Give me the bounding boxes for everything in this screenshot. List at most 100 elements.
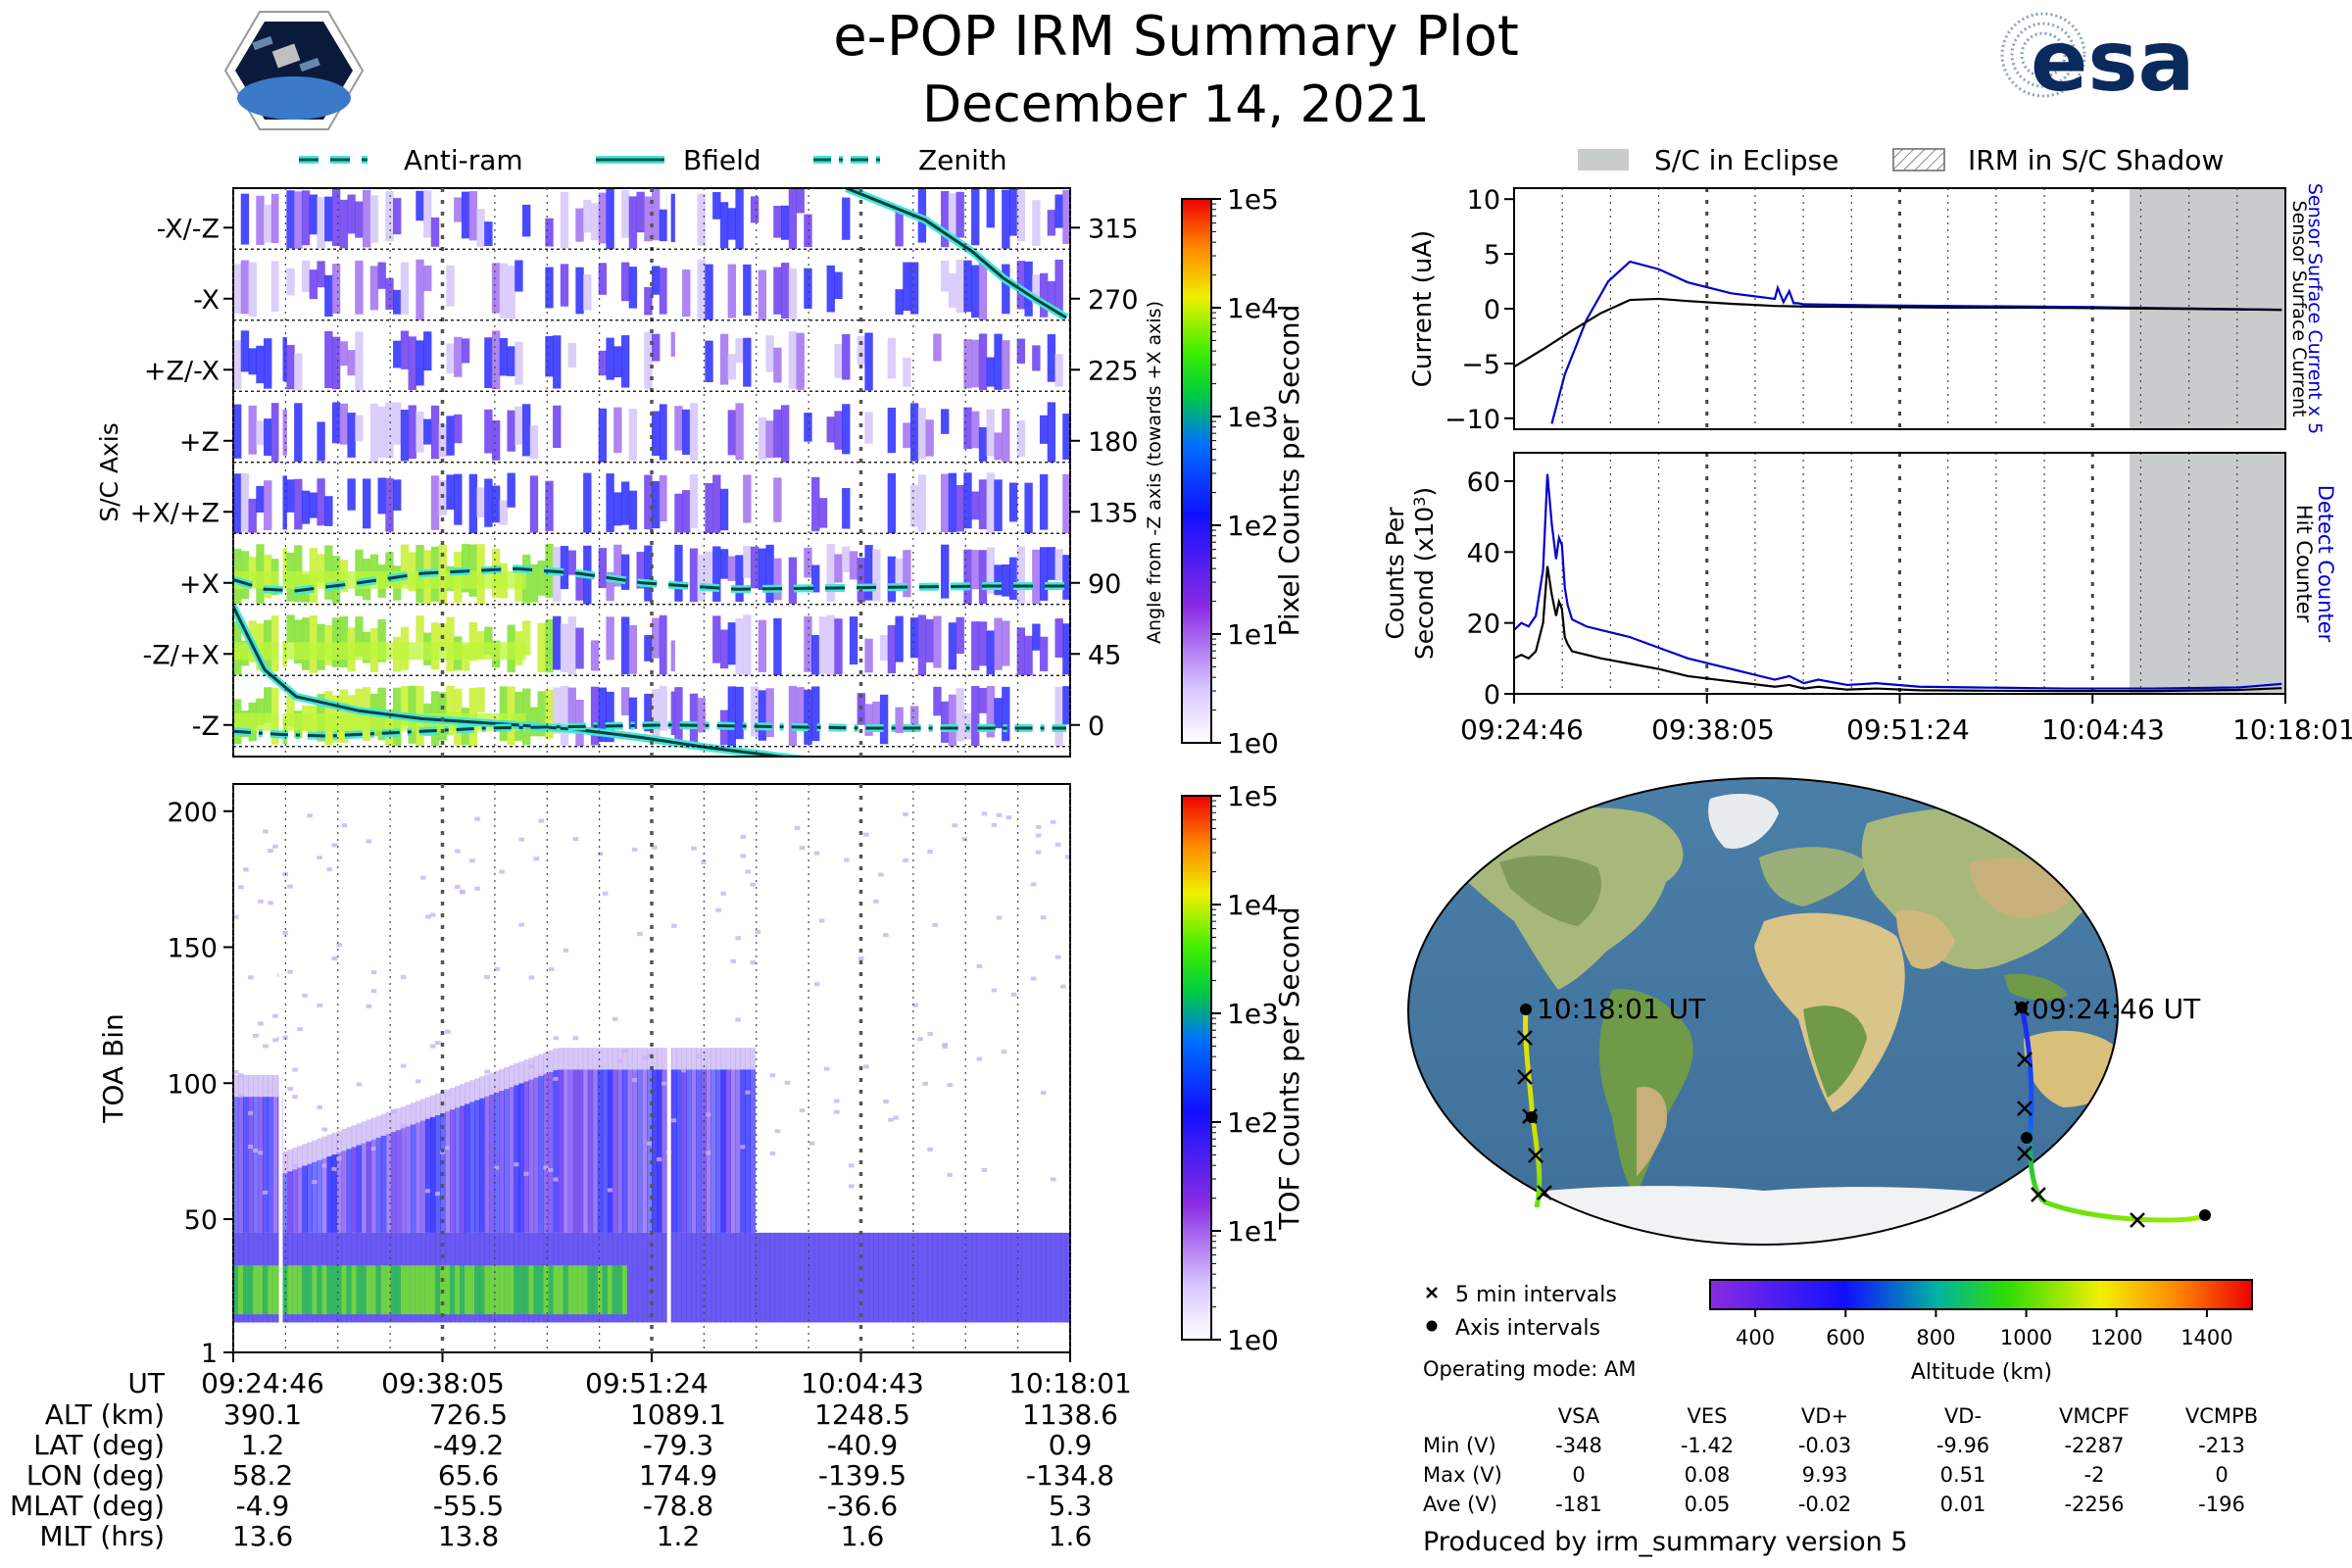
toa-tick-label: 50 bbox=[184, 1205, 218, 1236]
page-date: December 14, 2021 bbox=[922, 75, 1430, 134]
ut-tick-label: 09:38:05 bbox=[381, 1367, 505, 1399]
voltage-value: -181 bbox=[1555, 1493, 1602, 1516]
altitude-label: Altitude (km) bbox=[1911, 1360, 2052, 1385]
pixel-y-label: S/C Axis bbox=[95, 422, 123, 522]
ephemeris-value: 13.6 bbox=[232, 1520, 293, 1552]
pixel-axis-tick-label: -X bbox=[193, 285, 220, 316]
counts-y-label-line2: Second (x103) bbox=[1410, 487, 1439, 660]
voltage-value: 0.08 bbox=[1685, 1463, 1731, 1487]
colorbar-tick-label: 1e4 bbox=[1227, 889, 1279, 921]
orbit-track: 09:24:46 UT 10:18:01 UT bbox=[1517, 993, 2211, 1228]
mission-logo: CASSIOPE bbox=[223, 11, 365, 130]
pixel-spectrogram-image bbox=[233, 188, 1070, 757]
pixel-line-anti-ram bbox=[233, 566, 1066, 593]
ephemeris-value: 1.2 bbox=[241, 1429, 285, 1461]
ephemeris-row-label: MLT (hrs) bbox=[39, 1520, 165, 1552]
voltage-column-header: VD- bbox=[1944, 1404, 1982, 1428]
counts-x-tick-label: 09:51:24 bbox=[1846, 713, 1970, 746]
pixel-angle-tick-label: 0 bbox=[1088, 711, 1104, 742]
altitude-tick-label: 1200 bbox=[2090, 1326, 2142, 1349]
operating-mode: Operating mode: AM bbox=[1423, 1357, 1636, 1381]
voltage-column-header: VES bbox=[1688, 1404, 1728, 1428]
pixel-axis-tick-label: -X/-Z bbox=[157, 214, 220, 244]
voltage-row-label: Max (V) bbox=[1423, 1463, 1502, 1487]
voltage-value: 9.93 bbox=[1802, 1463, 1848, 1487]
voltage-column-header: VSA bbox=[1558, 1404, 1600, 1428]
legend-5min: 5 min intervals bbox=[1455, 1283, 1617, 1307]
ephemeris-value: 58.2 bbox=[232, 1459, 293, 1492]
voltage-value: -0.02 bbox=[1798, 1493, 1851, 1516]
pixel-colorbar-label: Pixel Counts per Second bbox=[1273, 305, 1305, 637]
ut-tick-label: 10:18:01 bbox=[1008, 1367, 1132, 1399]
pixel-axis-tick-label: +X/+Z bbox=[130, 498, 220, 528]
line-legend: Anti-ram Bfield Zenith bbox=[299, 144, 1007, 176]
legend-axis: Axis intervals bbox=[1455, 1316, 1600, 1341]
current-tick-label: −5 bbox=[1461, 350, 1500, 380]
voltage-column-header: VMCPF bbox=[2059, 1404, 2130, 1428]
counts-line bbox=[1514, 473, 2282, 690]
ut-tick-label: 09:24:46 bbox=[201, 1367, 324, 1399]
voltage-value: 0.51 bbox=[1940, 1463, 1986, 1487]
voltage-value: -1.42 bbox=[1681, 1434, 1734, 1457]
toa-tick-label: 150 bbox=[167, 934, 218, 964]
current-right-label-blue: Sensor Surface Current x 5 bbox=[2304, 183, 2326, 434]
toa-tick-label: 100 bbox=[167, 1069, 218, 1100]
voltage-value: -196 bbox=[2198, 1493, 2245, 1516]
pixel-angle-tick-label: 180 bbox=[1088, 427, 1139, 458]
map-end-label: 10:18:01 UT bbox=[1537, 993, 1706, 1025]
esa-logo: esa bbox=[2000, 12, 2195, 111]
current-right-label-black: Sensor Surface Current bbox=[2288, 201, 2310, 417]
voltage-value: -2287 bbox=[2064, 1434, 2124, 1457]
colorbar-tick-label: 1e3 bbox=[1227, 401, 1279, 433]
current-line bbox=[1550, 260, 2282, 424]
page-title: e-POP IRM Summary Plot bbox=[833, 5, 1519, 69]
colorbar-tick-label: 1e5 bbox=[1227, 780, 1279, 812]
voltage-table: VSA VES VD+ VD- VMCPF VCMPB Min (V) -348 -1.42 -0… bbox=[1423, 1404, 2258, 1516]
voltage-column-header: VCMPB bbox=[2185, 1404, 2258, 1428]
ephemeris-value: 1.2 bbox=[657, 1520, 701, 1552]
colorbar-tick-label: 1e1 bbox=[1227, 1215, 1279, 1248]
ephemeris-value: 174.9 bbox=[639, 1459, 717, 1492]
ephemeris-value: -55.5 bbox=[433, 1490, 504, 1522]
voltage-column-header: VD+ bbox=[1801, 1404, 1848, 1428]
voltage-value: 0.05 bbox=[1685, 1493, 1731, 1516]
ephemeris-row-label: LAT (deg) bbox=[33, 1429, 165, 1461]
altitude-tick-label: 400 bbox=[1736, 1326, 1775, 1349]
pixel-angle-tick-label: 225 bbox=[1088, 356, 1139, 386]
colorbar-tick-label: 1e0 bbox=[1227, 727, 1279, 760]
voltage-value: -348 bbox=[1555, 1434, 1602, 1457]
toa-tick-label: 1 bbox=[201, 1339, 218, 1369]
current-tick-label: −10 bbox=[1445, 405, 1500, 435]
ut-tick-label: 10:04:43 bbox=[801, 1367, 924, 1399]
colorbar-tick-label: 1e0 bbox=[1227, 1324, 1279, 1356]
ephemeris-value: -78.8 bbox=[643, 1490, 713, 1522]
ephemeris-value: -139.5 bbox=[818, 1459, 906, 1492]
ephemeris-value: -36.6 bbox=[827, 1490, 898, 1522]
colorbar-tick-label: 1e5 bbox=[1227, 183, 1279, 216]
ephemeris-row-label: ALT (km) bbox=[45, 1398, 165, 1431]
counts-tick-label: 0 bbox=[1484, 680, 1500, 710]
ephemeris-value: -40.9 bbox=[827, 1429, 898, 1461]
map-start-label: 09:24:46 UT bbox=[2032, 993, 2201, 1025]
mission-logo-text: CASSIOPE bbox=[277, 120, 312, 127]
altitude-tick-label: 600 bbox=[1826, 1326, 1865, 1349]
pixel-angle-tick-label: 135 bbox=[1088, 498, 1139, 528]
counts-y-label-line1: Counts Per bbox=[1381, 507, 1409, 640]
pixel-axis-tick-label: +Z/-X bbox=[144, 356, 220, 386]
counts-x-tick-label: 09:38:05 bbox=[1651, 713, 1775, 746]
altitude-tick-label: 800 bbox=[1916, 1326, 1955, 1349]
legend-eclipse: S/C in Eclipse bbox=[1654, 144, 1838, 176]
ephemeris-value: 1089.1 bbox=[630, 1398, 726, 1431]
current-panel: 10 5 0 −5 −10 Current (uA) Sensor Surface Cu… bbox=[1408, 183, 2326, 435]
ephemeris-value: -49.2 bbox=[433, 1429, 504, 1461]
pixel-line-zenith bbox=[233, 723, 1066, 738]
toa-colorbar: 1e5 1e4 1e3 1e2 1e1 1e0 TOF Counts per Second bbox=[1181, 780, 1305, 1356]
ephemeris-value: -79.3 bbox=[643, 1429, 713, 1461]
current-y-label: Current (uA) bbox=[1408, 230, 1438, 387]
axis-interval-markers bbox=[1520, 1002, 2211, 1221]
voltage-value: 0 bbox=[1572, 1463, 1585, 1487]
ephemeris-value: 65.6 bbox=[438, 1459, 499, 1492]
legend-anti-ram: Anti-ram bbox=[404, 144, 523, 176]
